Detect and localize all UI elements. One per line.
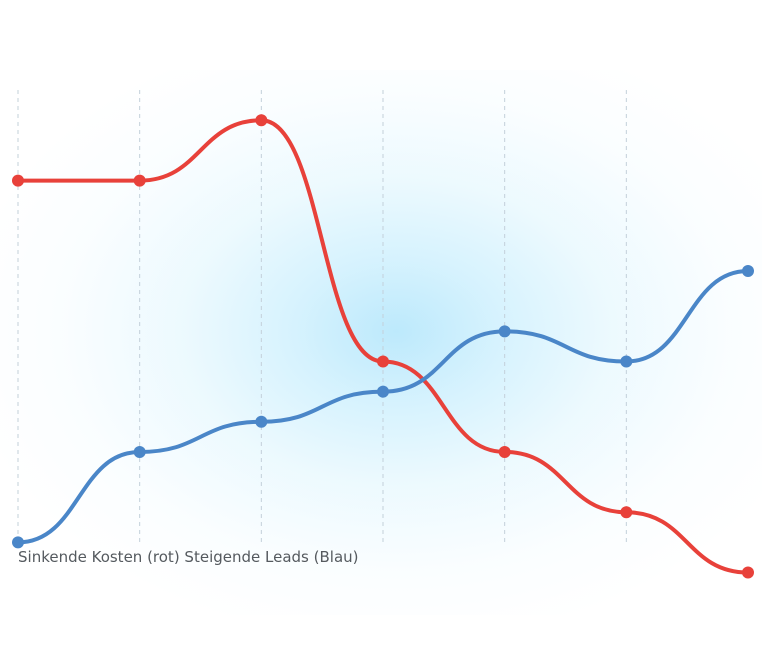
data-point [12,536,24,549]
series-blue [12,265,754,549]
series-red [12,114,754,579]
data-point [498,325,511,338]
data-point [255,415,268,428]
data-point [133,174,146,187]
series-layer [12,114,754,579]
chart-caption: Sinkende Kosten (rot) Steigende Leads (B… [18,548,359,566]
data-point [133,445,146,458]
data-point [620,506,633,519]
data-point [498,445,511,458]
data-point [742,566,754,579]
data-point [620,355,633,368]
data-point [377,385,389,398]
grid-lines [17,90,627,544]
data-point [255,114,268,127]
data-point [12,174,24,187]
data-point [377,355,389,368]
data-point [742,265,754,278]
